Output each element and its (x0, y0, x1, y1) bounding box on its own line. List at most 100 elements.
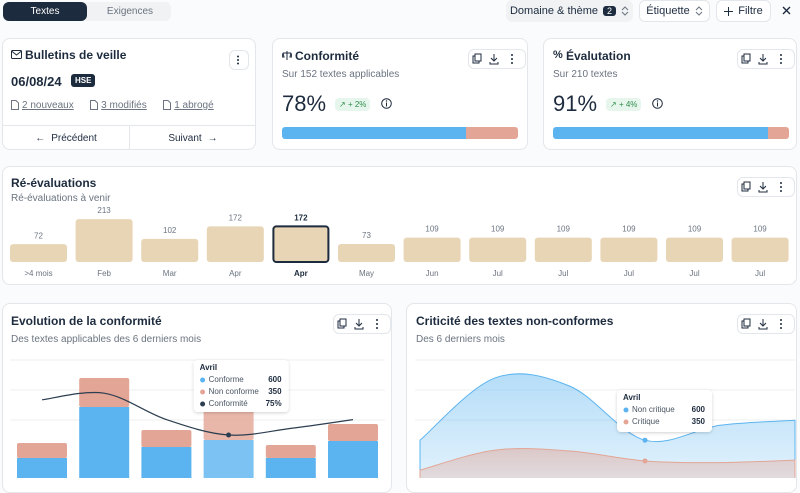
bar (403, 237, 461, 262)
bar (338, 244, 395, 262)
action-icons[interactable] (741, 53, 791, 65)
tooltip: Avril Non critique 600 Critique 350 (617, 390, 712, 432)
bar (272, 225, 330, 264)
area (419, 448, 796, 478)
card-subtitle: Des textes applicables des 6 derniers mo… (11, 334, 202, 345)
card-title: Criticité des textes non-conformes (416, 314, 614, 328)
x-tick-label: Jul (755, 269, 765, 278)
doc-icon (90, 100, 99, 110)
arrow: → (207, 132, 218, 144)
bar (141, 238, 199, 262)
card-subtitle: Sur 152 textes applicables (282, 69, 400, 80)
bulletin-date: 06/08/24 (11, 74, 62, 89)
action-icons[interactable] (337, 318, 387, 330)
action-icons[interactable] (741, 181, 791, 193)
tooltip-title: Avril (623, 393, 641, 402)
point (642, 458, 648, 464)
doc-icon (11, 100, 19, 110)
tab[interactable]: Exigences (106, 6, 154, 17)
card-title: Bulletins de veille (25, 48, 127, 62)
legend-swatch (623, 419, 629, 425)
data-label: 109 (688, 225, 702, 234)
info-icon[interactable] (381, 98, 392, 109)
doc-icon (163, 100, 172, 110)
link-row: 2 nouveaux 3 modifiés 1 abrogé (11, 97, 226, 115)
bar-segment (79, 407, 130, 478)
link-text: 3 modifiés (101, 99, 147, 111)
kpi-card: Conformité Sur 152 textes applicables 78… (272, 38, 528, 150)
label-filter[interactable]: Étiquette (639, 0, 710, 22)
card-title: Evolution de la conformité (11, 314, 162, 328)
domain-filter[interactable]: Domaine & thème 2 (506, 0, 633, 22)
data-label: 109 (425, 225, 439, 234)
data-label: 109 (622, 225, 636, 234)
tag: HSE (71, 74, 96, 87)
bar-segment (328, 424, 378, 441)
data-label: 172 (294, 213, 308, 222)
card-actions (468, 49, 526, 69)
next-button[interactable]: Suivant → (130, 125, 255, 149)
kpi-card: % Évalutation Sur 210 textes 91% ↗ + 4% (543, 38, 797, 150)
tab[interactable]: Textes (3, 2, 87, 21)
card-title: Conformité (295, 49, 359, 63)
bar (731, 237, 789, 262)
legend-label: Non critique (632, 405, 675, 414)
button-label: Étiquette (646, 5, 690, 17)
tooltip-value: 75% (266, 399, 282, 408)
tooltip-box (193, 360, 289, 412)
button-label: Domaine & thème (509, 5, 599, 17)
plot (415, 359, 796, 478)
kebab-icon (237, 55, 239, 65)
bar-segment (141, 430, 192, 447)
menu-button[interactable] (229, 50, 249, 70)
tooltip-title: Avril (200, 363, 218, 372)
legend-label: Critique (632, 417, 660, 426)
legend-swatch (200, 389, 206, 395)
action-icons[interactable] (472, 53, 522, 65)
card-subtitle: Sur 210 textes (553, 69, 618, 80)
data-label: 109 (753, 225, 767, 234)
link[interactable]: 1 abrogé (163, 99, 214, 111)
card-title: Évalutation (566, 49, 631, 63)
link[interactable]: 2 nouveaux (11, 100, 74, 111)
bar-segment (265, 445, 316, 458)
bar (534, 237, 592, 262)
close-icon[interactable] (782, 6, 791, 15)
filter-button[interactable]: Filtre (716, 0, 771, 22)
link-text: 1 abrogé (174, 99, 214, 111)
progress-fill (553, 127, 768, 139)
tooltip-value: 350 (268, 387, 282, 396)
x-tick-label: Apr (229, 269, 242, 278)
bar-segment (79, 378, 130, 407)
divider (129, 125, 130, 149)
x-tick-label: Jul (689, 269, 699, 278)
bar (469, 237, 527, 262)
x-tick-label: Jun (426, 269, 439, 278)
bar-segment (17, 458, 67, 478)
previous-button[interactable]: ← Précédent (3, 125, 129, 149)
info-icon[interactable] (652, 98, 663, 109)
point (226, 432, 232, 438)
x-tick-label: Jul (493, 269, 503, 278)
x-tick-label: Jul (558, 269, 568, 278)
card-subtitle: Ré-évaluations à venir (11, 193, 111, 204)
legend-swatch (623, 407, 629, 413)
x-tick-label: Jul (624, 269, 634, 278)
tooltip-box (617, 390, 712, 432)
action-icons[interactable] (741, 318, 791, 330)
bar-segment (203, 440, 254, 478)
progress-bar (553, 127, 789, 139)
trend-badge: ↗ + 4% (606, 98, 642, 111)
bar-segment (203, 405, 254, 440)
link[interactable]: 3 modifiés (90, 100, 147, 111)
card-title: Ré-évaluations (11, 176, 97, 190)
tooltip-value: 600 (692, 405, 706, 414)
bar (666, 237, 723, 262)
bar-segment (265, 458, 316, 478)
arrow: ← (35, 132, 46, 144)
card-subtitle: Des 6 derniers mois (416, 334, 505, 345)
kpi-value: 78% (282, 91, 327, 116)
x-tick-label: Mar (163, 269, 177, 278)
